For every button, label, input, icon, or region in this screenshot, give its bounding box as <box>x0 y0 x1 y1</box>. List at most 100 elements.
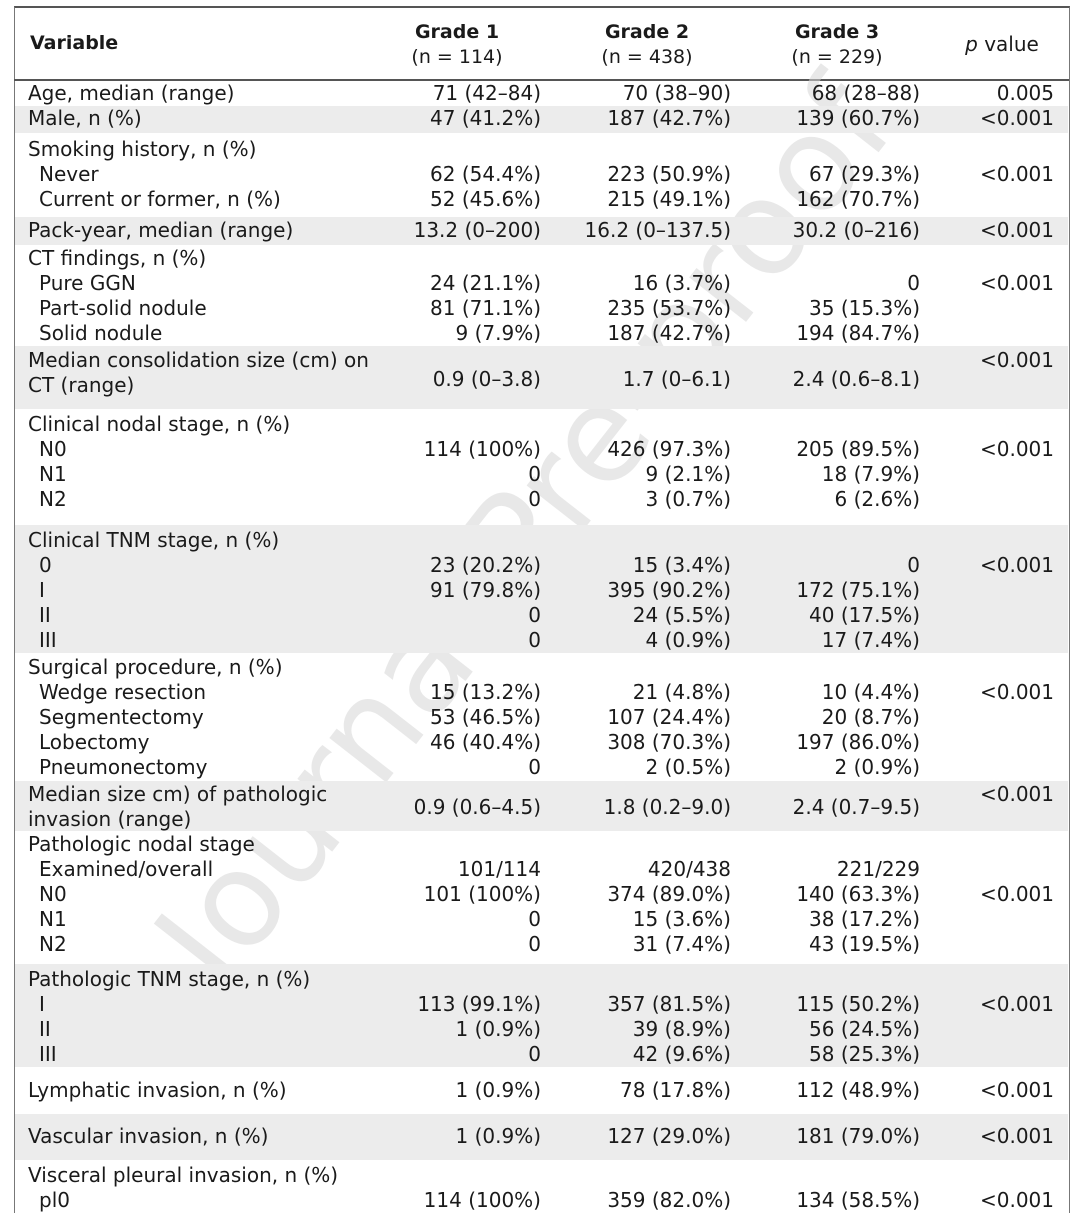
cell-grade2: 235 (53.7%) <box>607 296 731 320</box>
cell-grade1: 1 (0.9%) <box>455 1078 542 1102</box>
cell-grade2: 1.7 (0–6.1) <box>622 367 731 391</box>
cell-grade3: 221/229 <box>836 857 920 881</box>
cell-grade1: 9 (7.9%) <box>455 321 542 345</box>
cell-grade1: 53 (46.5%) <box>430 705 541 729</box>
row-label: pl0 <box>39 1188 70 1212</box>
row-label: Vascular invasion, n (%) <box>28 1124 269 1148</box>
cell-grade3: 18 (7.9%) <box>821 462 920 486</box>
cell-grade1: 114 (100%) <box>423 437 541 461</box>
row-label: N2 <box>39 487 67 511</box>
cell-grade1: 0 <box>528 932 541 956</box>
cell-p: <0.001 <box>979 882 1054 906</box>
cell-grade3: 197 (86.0%) <box>796 730 920 754</box>
row-label: Age, median (range) <box>28 81 235 105</box>
cell-grade3: 140 (63.3%) <box>796 882 920 906</box>
cell-grade2: 374 (89.0%) <box>607 882 731 906</box>
cell-grade1: 81 (71.1%) <box>430 296 541 320</box>
cell-grade3: 0 <box>907 553 920 577</box>
row-label: 0 <box>39 553 52 577</box>
cell-grade2: 1.8 (0.2–9.0) <box>603 795 731 819</box>
header-grade3: Grade 3 (n = 229) <box>747 20 927 70</box>
row-label: Solid nodule <box>39 321 163 345</box>
cell-p: <0.001 <box>979 1078 1054 1102</box>
cell-grade3: 2 (0.9%) <box>834 755 921 779</box>
cell-grade3: 162 (70.7%) <box>796 187 920 211</box>
cell-grade1: 0 <box>528 462 541 486</box>
cell-grade2: 223 (50.9%) <box>607 162 731 186</box>
cell-grade1: 52 (45.6%) <box>430 187 541 211</box>
cell-grade3: 56 (24.5%) <box>809 1017 920 1041</box>
cell-grade2: 78 (17.8%) <box>620 1078 731 1102</box>
cell-grade1: 0 <box>528 603 541 627</box>
cell-p: 0.005 <box>996 81 1054 105</box>
cell-grade1: 15 (13.2%) <box>430 680 541 704</box>
cell-p: <0.001 <box>979 1124 1054 1148</box>
table-header: Variable Grade 1 (n = 114) Grade 2 (n = … <box>14 6 1069 81</box>
cell-grade3: 67 (29.3%) <box>809 162 920 186</box>
cell-grade1: 0 <box>528 1042 541 1066</box>
cell-grade1: 101/114 <box>457 857 541 881</box>
row-vascular: Vascular invasion, n (%) 1 (0.9%) 127 (2… <box>15 1114 1068 1160</box>
cell-grade2: 2 (0.5%) <box>645 755 732 779</box>
cell-grade2: 215 (49.1%) <box>607 187 731 211</box>
cell-grade2: 15 (3.4%) <box>632 553 731 577</box>
cell-grade3: 172 (75.1%) <box>796 578 920 602</box>
cell-grade2: 187 (42.7%) <box>607 106 731 130</box>
row-label: invasion (range) <box>28 807 192 831</box>
cell-grade1: 13.2 (0–200) <box>413 218 541 242</box>
cell-grade3: 6 (2.6%) <box>834 487 921 511</box>
row-label: III <box>39 1042 57 1066</box>
cell-grade2: 426 (97.3%) <box>607 437 731 461</box>
cell-grade2: 15 (3.6%) <box>632 907 731 931</box>
cell-p: <0.001 <box>979 553 1054 577</box>
row-label: N0 <box>39 882 67 906</box>
cell-grade3: 115 (50.2%) <box>796 992 920 1016</box>
cell-grade3: 40 (17.5%) <box>809 603 920 627</box>
cell-grade2: 9 (2.1%) <box>645 462 732 486</box>
header-grade3-n: (n = 229) <box>791 46 883 68</box>
row-label: Lobectomy <box>39 730 150 754</box>
cell-grade1: 0 <box>528 755 541 779</box>
cell-grade1: 23 (20.2%) <box>430 553 541 577</box>
cell-p: <0.001 <box>979 782 1054 806</box>
row-label: I <box>39 578 45 602</box>
cell-grade3: 0 <box>907 271 920 295</box>
row-age: Age, median (range) 71 (42–84) 70 (38–90… <box>15 81 1068 106</box>
row-smoking-group: Smoking history, n (%) Never 62 (54.4%) … <box>15 133 1068 217</box>
header-p-rest: value <box>977 32 1039 56</box>
header-grade1: Grade 1 (n = 114) <box>367 20 547 70</box>
cell-grade2: 4 (0.9%) <box>645 628 732 652</box>
header-grade1-n: (n = 114) <box>411 46 503 68</box>
cell-grade3: 68 (28–88) <box>811 81 920 105</box>
cell-grade1: 114 (100%) <box>423 1188 541 1212</box>
row-pathologic-nodal-group: Pathologic nodal stage Examined/overall … <box>15 831 1068 964</box>
row-label: N0 <box>39 437 67 461</box>
cell-grade2: 357 (81.5%) <box>607 992 731 1016</box>
cell-grade2: 187 (42.7%) <box>607 321 731 345</box>
row-label: Pathologic TNM stage, n (%) <box>28 967 311 991</box>
row-pathologic-invasion: Median size cm) of pathologic <0.001 inv… <box>15 781 1068 831</box>
cell-p: <0.001 <box>979 348 1054 372</box>
header-p-value: p value <box>952 32 1052 56</box>
cell-grade3: 35 (15.3%) <box>809 296 920 320</box>
row-label: Pneumonectomy <box>39 755 208 779</box>
row-label: N2 <box>39 932 67 956</box>
row-label: Examined/overall <box>39 857 214 881</box>
cell-grade1: 101 (100%) <box>423 882 541 906</box>
header-p-italic: p <box>965 32 978 56</box>
header-variable: Variable <box>30 32 119 54</box>
row-label: N1 <box>39 907 67 931</box>
cell-p: <0.001 <box>979 106 1054 130</box>
cell-p: <0.001 <box>979 162 1054 186</box>
row-label: II <box>39 603 51 627</box>
row-label: Clinical nodal stage, n (%) <box>28 412 291 436</box>
cell-grade2: 42 (9.6%) <box>632 1042 731 1066</box>
cell-grade1: 46 (40.4%) <box>430 730 541 754</box>
cell-grade1: 47 (41.2%) <box>430 106 541 130</box>
cell-grade1: 0.9 (0.6–4.5) <box>413 795 541 819</box>
cell-grade1: 1 (0.9%) <box>455 1124 542 1148</box>
row-label: CT findings, n (%) <box>28 246 207 270</box>
cell-grade1: 1 (0.9%) <box>455 1017 542 1041</box>
row-clinical-nodal-group: Clinical nodal stage, n (%) N0 114 (100%… <box>15 409 1068 525</box>
cell-grade3: 139 (60.7%) <box>796 106 920 130</box>
